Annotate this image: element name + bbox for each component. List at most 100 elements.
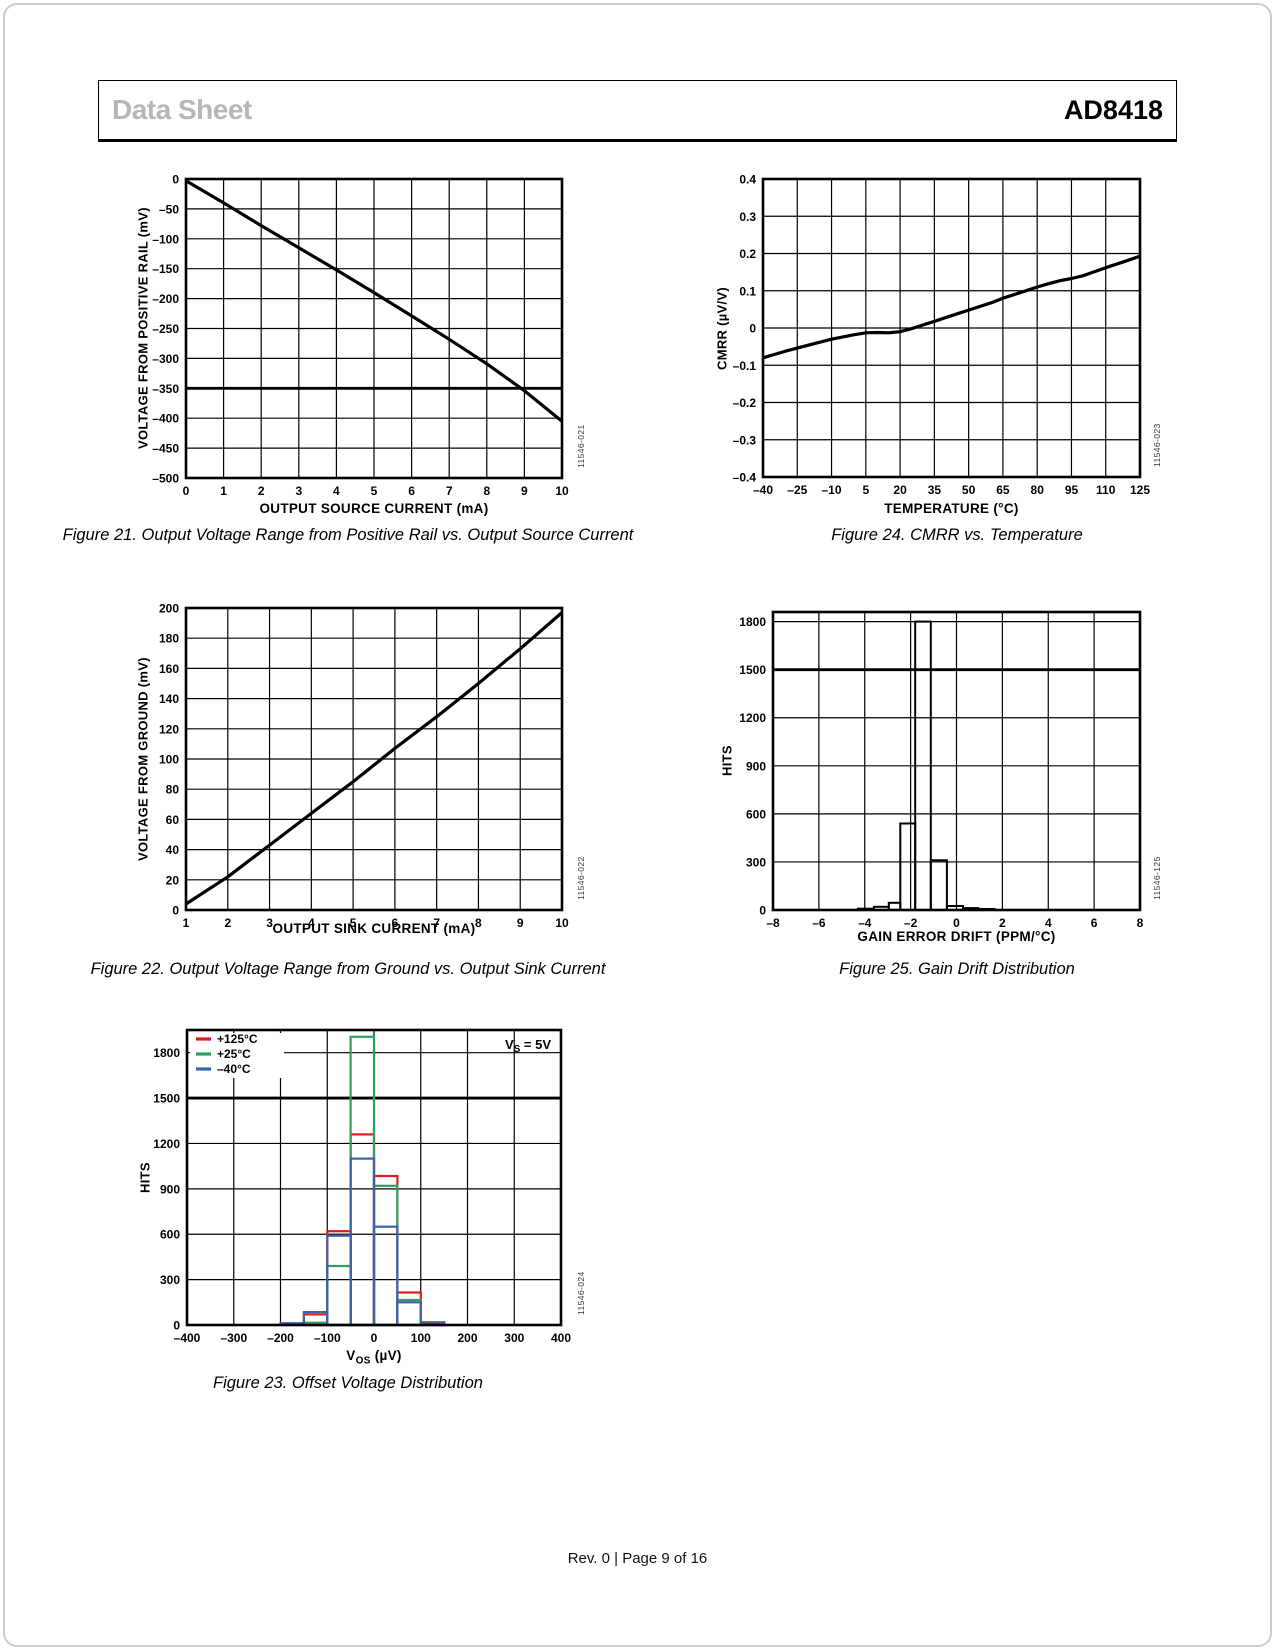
page-footer-text: Rev. 0 | Page 9 of 16	[567, 1550, 708, 1567]
svg-text:200: 200	[457, 1331, 477, 1345]
svg-text:100: 100	[159, 753, 179, 767]
svg-text:0: 0	[183, 484, 190, 498]
figure-21-xaxis-label: OUTPUT SOURCE CURRENT (mA)	[259, 501, 489, 516]
svg-text:–200: –200	[152, 292, 179, 306]
svg-text:–100: –100	[152, 232, 179, 246]
svg-text:+125°C: +125°C	[217, 1032, 258, 1046]
svg-text:2: 2	[224, 916, 231, 930]
svg-text:1800: 1800	[153, 1046, 180, 1060]
svg-text:120: 120	[159, 722, 179, 736]
svg-text:0: 0	[173, 1319, 180, 1333]
figure-24-plot: –40 –25 –10 5 20 35 50 65 80 95 110 125 0.4 0.3 0.2 0.1…	[733, 173, 1151, 498]
figure-23-caption: Figure 23. Offset Voltage Distribution	[213, 1374, 483, 1392]
svg-text:8: 8	[1137, 916, 1144, 930]
svg-text:–0.2: –0.2	[733, 396, 757, 410]
svg-text:8: 8	[483, 484, 490, 498]
svg-text:5: 5	[371, 484, 378, 498]
figure-22-yaxis-label: VOLTAGE FROM GROUND (mV)	[135, 657, 151, 861]
svg-text:7: 7	[433, 916, 440, 930]
figure-24-yaxis-label: CMRR (µV/V)	[714, 286, 730, 370]
svg-text:–4: –4	[858, 916, 872, 930]
figure-22-code: 11546-022	[576, 856, 586, 900]
svg-text:0: 0	[953, 916, 960, 930]
part-number-label: AD8418	[1063, 94, 1163, 125]
svg-text:0: 0	[172, 904, 179, 918]
svg-text:1: 1	[220, 484, 227, 498]
svg-text:–100: –100	[314, 1331, 341, 1345]
svg-text:400: 400	[551, 1331, 571, 1345]
figure-24-code: 11546-023	[1152, 423, 1162, 467]
figure-23-plot: –400 –300 –200 –100 0 100 200 300 400 0 300 600 900 1…	[153, 1028, 571, 1345]
svg-text:–10: –10	[821, 483, 841, 497]
svg-text:1200: 1200	[153, 1137, 180, 1151]
figure-25-xaxis-label: GAIN ERROR DRIFT (PPM/°C)	[857, 929, 1056, 944]
svg-text:10: 10	[555, 916, 569, 930]
svg-text:1200: 1200	[739, 711, 766, 725]
svg-text:–250: –250	[152, 322, 179, 336]
figure-22-caption: Figure 22. Output Voltage Range from Gro…	[90, 960, 606, 978]
svg-text:1: 1	[183, 916, 190, 930]
svg-text:–400: –400	[174, 1331, 201, 1345]
svg-text:3: 3	[266, 916, 273, 930]
svg-text:–350: –350	[152, 382, 179, 396]
svg-text:–0.4: –0.4	[733, 471, 757, 485]
svg-text:140: 140	[159, 692, 179, 706]
svg-text:35: 35	[928, 483, 942, 497]
svg-text:2: 2	[258, 484, 265, 498]
svg-text:0.2: 0.2	[739, 247, 756, 261]
figure-23-yaxis-label: HITS	[137, 1162, 153, 1193]
figure-21-code: 11546-021	[576, 424, 586, 468]
svg-text:300: 300	[504, 1331, 524, 1345]
svg-text:200: 200	[159, 602, 179, 616]
svg-text:–6: –6	[812, 916, 826, 930]
svg-text:20: 20	[893, 483, 907, 497]
figure-24-xaxis-label: TEMPERATURE (°C)	[884, 501, 1019, 516]
svg-text:100: 100	[411, 1331, 431, 1345]
svg-text:1800: 1800	[739, 615, 766, 629]
svg-text:0: 0	[759, 904, 766, 918]
svg-text:40: 40	[166, 843, 180, 857]
svg-text:–40°C: –40°C	[217, 1062, 251, 1076]
header: Data Sheet AD8418	[98, 80, 1177, 142]
svg-text:900: 900	[160, 1182, 180, 1196]
svg-text:4: 4	[1045, 916, 1052, 930]
svg-text:4: 4	[308, 916, 315, 930]
svg-text:5: 5	[862, 483, 869, 497]
svg-text:1500: 1500	[739, 663, 766, 677]
svg-text:–0.3: –0.3	[733, 433, 757, 447]
figure-21-caption: Figure 21. Output Voltage Range from Pos…	[62, 526, 634, 544]
svg-text:–2: –2	[904, 916, 918, 930]
svg-text:–8: –8	[766, 916, 780, 930]
svg-text:4: 4	[333, 484, 340, 498]
svg-text:180: 180	[159, 632, 179, 646]
svg-text:–0.1: –0.1	[733, 359, 757, 373]
svg-text:–40: –40	[753, 483, 773, 497]
svg-text:65: 65	[996, 483, 1010, 497]
svg-text:8: 8	[475, 916, 482, 930]
svg-text:–150: –150	[152, 262, 179, 276]
figure-25-caption: Figure 25. Gain Drift Distribution	[839, 960, 1075, 978]
svg-text:5: 5	[350, 916, 357, 930]
svg-text:–450: –450	[152, 442, 179, 456]
svg-text:3: 3	[295, 484, 302, 498]
svg-text:60: 60	[166, 813, 180, 827]
svg-text:110: 110	[1096, 483, 1116, 497]
svg-text:6: 6	[392, 916, 399, 930]
figure-21-plot: 0 1 2 3 4 5 6 7 8 9 10 0 –50 –100 –150 –200 –250 –300 –350…	[152, 173, 569, 499]
figure-23-code: 11546-024	[576, 1271, 586, 1315]
figure-25-yaxis-label: HITS	[719, 745, 735, 777]
svg-text:10: 10	[555, 484, 569, 498]
svg-text:300: 300	[746, 855, 766, 869]
svg-text:–300: –300	[220, 1331, 247, 1345]
svg-text:80: 80	[166, 783, 180, 797]
svg-text:0.4: 0.4	[739, 173, 756, 187]
svg-text:900: 900	[746, 759, 766, 773]
figure-21-yaxis-label: VOLTAGE FROM POSITIVE RAIL (mV)	[135, 207, 151, 450]
figure-25-plot: –8 –6 –4 –2 0 2 4 6 8 0 300 600 900 1200 1500 1800	[739, 610, 1144, 930]
svg-text:–25: –25	[787, 483, 807, 497]
figure-24-caption: Figure 24. CMRR vs. Temperature	[831, 526, 1083, 544]
svg-text:300: 300	[160, 1273, 180, 1287]
svg-text:0: 0	[172, 173, 179, 187]
